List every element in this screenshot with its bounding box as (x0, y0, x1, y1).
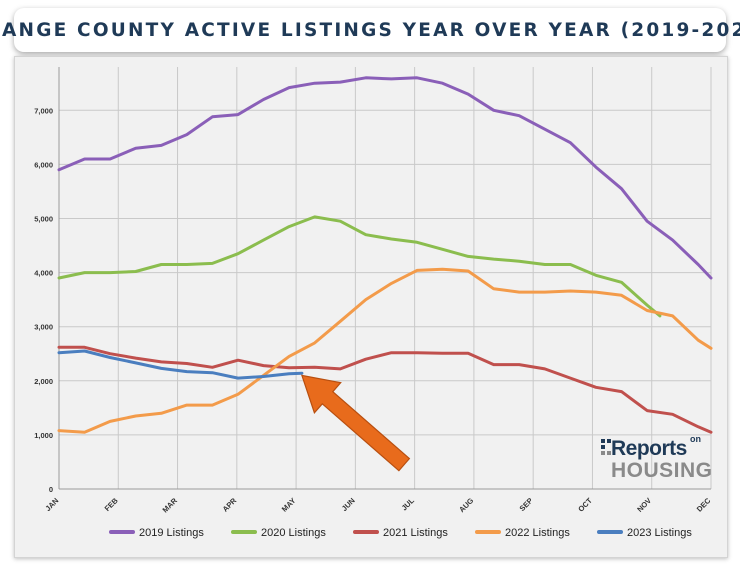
title-bar: ORANGE COUNTY ACTIVE LISTINGS YEAR OVER … (0, 8, 740, 52)
y-tick-label: 7,000 (34, 106, 53, 115)
x-tick-label: OCT (576, 496, 594, 514)
x-tick-label: DEC (695, 496, 713, 514)
legend-label: 2023 Listings (627, 527, 692, 539)
series-line-2021 (57, 345, 713, 434)
x-tick-label: AUG (457, 496, 475, 514)
y-tick-label: 0 (49, 485, 53, 494)
x-tick-label: MAY (280, 496, 298, 514)
logo-mark-icon (601, 439, 611, 455)
line-chart: 0 1,000 2,000 3,000 4,000 5,000 6,000 7,000 JAN F… (34, 67, 713, 539)
y-tick-label: 2,000 (34, 377, 53, 386)
y-tick-label: 6,000 (34, 160, 53, 169)
plot-area (59, 67, 711, 489)
annotation-arrow (301, 374, 411, 472)
x-tick-label: NOV (635, 496, 653, 514)
logo-reports-text: Reports (611, 437, 687, 460)
logo-on-text: on (690, 434, 701, 444)
y-tick-label: 1,000 (34, 431, 53, 440)
series-line-2020 (57, 215, 662, 318)
reports-on-housing-logo: Reports on HOUSING (593, 431, 723, 487)
chart-frame: 0 1,000 2,000 3,000 4,000 5,000 6,000 7,000 JAN F… (14, 56, 728, 558)
x-tick-label: JUN (340, 496, 357, 513)
x-tick-label: SEP (518, 496, 535, 513)
chart-title: ORANGE COUNTY ACTIVE LISTINGS YEAR OVER … (0, 19, 740, 41)
x-tick-label: JAN (43, 496, 60, 513)
series-line-2022 (57, 267, 713, 434)
y-tick-label: 5,000 (34, 214, 53, 223)
legend-label: 2021 Listings (383, 527, 448, 539)
y-tick-label: 3,000 (34, 323, 53, 332)
y-tick-label: 4,000 (34, 269, 53, 278)
x-tick-label: APR (221, 496, 239, 514)
series-line-2019 (57, 76, 713, 280)
legend-label: 2020 Listings (261, 527, 326, 539)
x-tick-label: MAR (161, 496, 180, 515)
x-tick-label: FEB (103, 496, 120, 513)
x-tick-label: JUL (400, 496, 417, 513)
series-line-2023 (57, 349, 304, 380)
legend-label: 2022 Listings (505, 527, 570, 539)
logo-housing-text: HOUSING (611, 459, 713, 482)
legend-label: 2019 Listings (139, 527, 204, 539)
